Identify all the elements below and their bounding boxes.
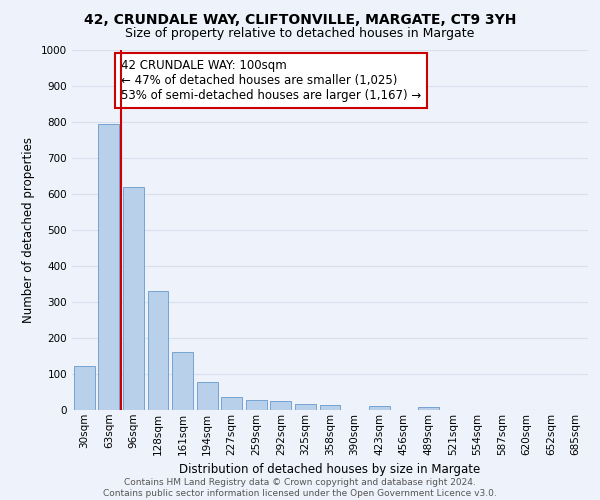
Text: Contains HM Land Registry data © Crown copyright and database right 2024.
Contai: Contains HM Land Registry data © Crown c… [103, 478, 497, 498]
Bar [172, 352, 193, 410]
Bar [74, 366, 95, 410]
Bar [98, 124, 119, 410]
Y-axis label: Number of detached properties: Number of detached properties [22, 137, 35, 323]
Bar [221, 396, 242, 410]
Bar [418, 407, 439, 410]
X-axis label: Distribution of detached houses by size in Margate: Distribution of detached houses by size … [179, 463, 481, 476]
Bar [271, 400, 292, 410]
Bar [295, 404, 316, 410]
Text: 42 CRUNDALE WAY: 100sqm
← 47% of detached houses are smaller (1,025)
53% of semi: 42 CRUNDALE WAY: 100sqm ← 47% of detache… [121, 59, 421, 102]
Bar [246, 400, 267, 410]
Text: Size of property relative to detached houses in Margate: Size of property relative to detached ho… [125, 28, 475, 40]
Bar [320, 404, 340, 410]
Bar [368, 406, 389, 410]
Bar [148, 291, 169, 410]
Bar [197, 382, 218, 410]
Text: 42, CRUNDALE WAY, CLIFTONVILLE, MARGATE, CT9 3YH: 42, CRUNDALE WAY, CLIFTONVILLE, MARGATE,… [84, 12, 516, 26]
Bar [123, 187, 144, 410]
